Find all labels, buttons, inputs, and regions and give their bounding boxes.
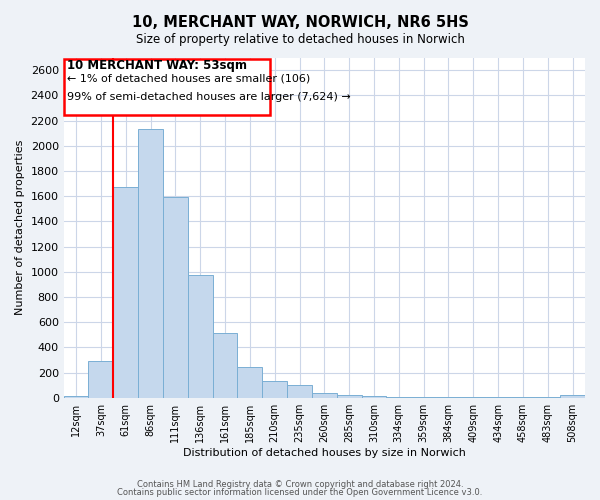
X-axis label: Distribution of detached houses by size in Norwich: Distribution of detached houses by size … <box>183 448 466 458</box>
Bar <box>337 395 362 398</box>
Y-axis label: Number of detached properties: Number of detached properties <box>15 140 25 316</box>
Bar <box>163 196 188 398</box>
Text: Contains HM Land Registry data © Crown copyright and database right 2024.: Contains HM Land Registry data © Crown c… <box>137 480 463 489</box>
Text: ← 1% of detached houses are smaller (106): ← 1% of detached houses are smaller (106… <box>67 74 311 84</box>
Bar <box>511 397 535 398</box>
Bar <box>560 395 585 398</box>
Bar <box>362 396 386 398</box>
Bar <box>312 392 337 398</box>
Bar <box>461 397 485 398</box>
Text: Size of property relative to detached houses in Norwich: Size of property relative to detached ho… <box>136 32 464 46</box>
Bar <box>485 397 511 398</box>
Bar <box>212 334 238 398</box>
Text: 99% of semi-detached houses are larger (7,624) →: 99% of semi-detached houses are larger (… <box>67 92 351 102</box>
Bar <box>262 382 287 398</box>
Bar <box>188 276 212 398</box>
Bar <box>287 385 312 398</box>
Bar <box>138 130 163 398</box>
Bar <box>88 360 113 398</box>
Bar <box>113 188 138 398</box>
Bar <box>411 397 436 398</box>
Bar <box>386 396 411 398</box>
Bar <box>64 396 88 398</box>
Text: Contains public sector information licensed under the Open Government Licence v3: Contains public sector information licen… <box>118 488 482 497</box>
Text: 10 MERCHANT WAY: 53sqm: 10 MERCHANT WAY: 53sqm <box>67 58 247 71</box>
Text: 10, MERCHANT WAY, NORWICH, NR6 5HS: 10, MERCHANT WAY, NORWICH, NR6 5HS <box>131 15 469 30</box>
FancyBboxPatch shape <box>64 59 270 116</box>
Bar <box>436 397 461 398</box>
Bar <box>535 397 560 398</box>
Bar <box>238 368 262 398</box>
